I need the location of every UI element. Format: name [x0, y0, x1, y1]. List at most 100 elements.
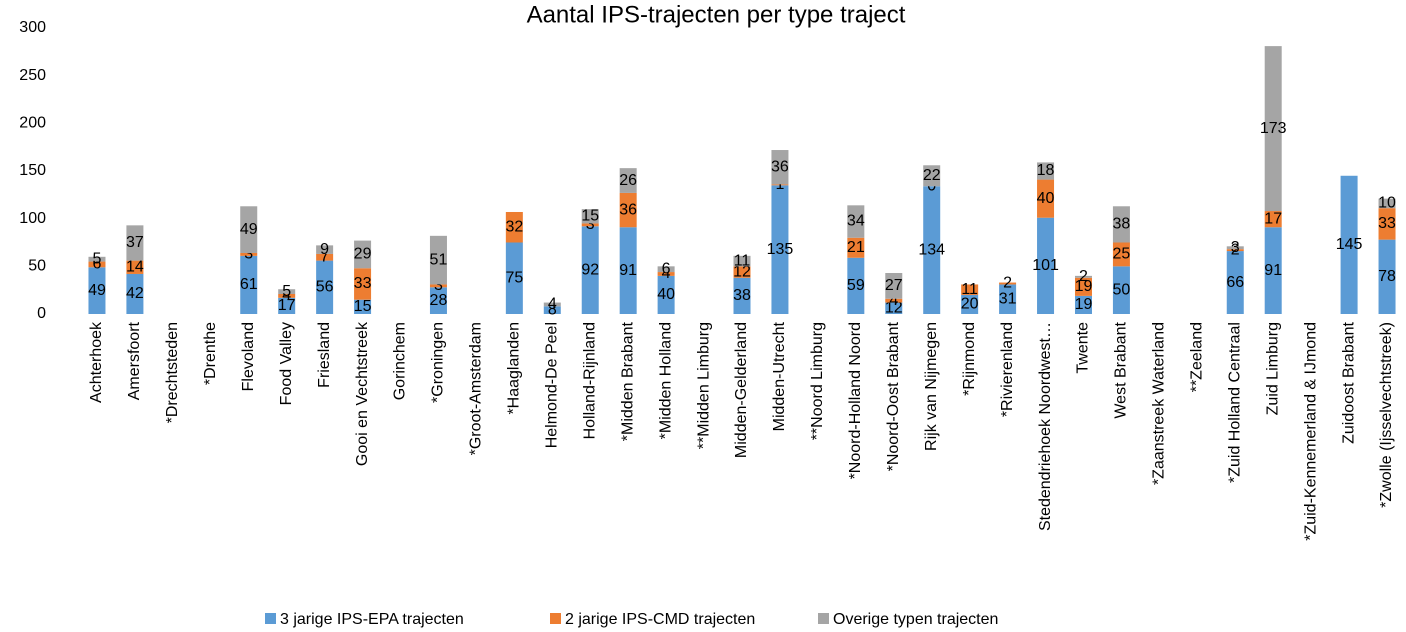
- bar-segment: [581, 226, 599, 314]
- bar-segment: [847, 205, 865, 238]
- bar-segment: [429, 235, 447, 285]
- bar-segment: [1378, 239, 1396, 314]
- bar-segment: [923, 165, 941, 187]
- x-tick-label: *Midden Brabant: [619, 321, 636, 441]
- data-label: 5: [282, 283, 291, 300]
- data-label: 20: [961, 296, 979, 313]
- bar-segment: [429, 284, 447, 288]
- data-label: 12: [733, 263, 751, 280]
- data-label: 8: [548, 301, 557, 318]
- bar-segment: [1226, 246, 1244, 250]
- data-label: 36: [619, 201, 637, 218]
- bar-segment: [1264, 46, 1282, 212]
- bar-segment: [1264, 211, 1282, 228]
- x-tick-label: Gooi en Vechtstreek: [354, 321, 371, 466]
- data-label: 4: [282, 287, 291, 304]
- data-label: 40: [1037, 190, 1055, 207]
- bar-segment: [885, 273, 903, 299]
- legend-swatch: [265, 613, 276, 624]
- bar-segment: [354, 268, 372, 300]
- bar-segment: [885, 302, 903, 314]
- bar-segment: [1378, 208, 1396, 240]
- x-tick-label: *Rivierenland: [999, 322, 1016, 417]
- data-label: 11: [961, 281, 978, 298]
- bar-segment: [88, 261, 106, 268]
- data-label: 27: [885, 277, 903, 294]
- x-tick-label: **Midden Limburg: [695, 322, 712, 449]
- data-label: 17: [1264, 210, 1282, 227]
- bar-segment: [847, 237, 865, 258]
- data-label: 66: [1226, 274, 1244, 291]
- data-label: 32: [505, 218, 523, 235]
- data-label: 2: [1079, 268, 1088, 285]
- bar-segment: [278, 289, 296, 294]
- data-label: 4: [662, 265, 671, 282]
- bar-segment: [733, 277, 751, 314]
- bar-segment: [923, 186, 941, 314]
- data-label: 2: [1003, 275, 1012, 292]
- x-tick-label: Midden-Utrecht: [771, 321, 788, 431]
- bar-segment: [961, 294, 979, 314]
- data-label: 38: [733, 287, 751, 304]
- data-label: 3: [586, 216, 595, 233]
- y-tick-label: 100: [19, 210, 46, 227]
- bar-segment: [240, 206, 258, 253]
- bar-segment: [657, 272, 675, 276]
- data-label: 11: [734, 252, 751, 269]
- x-tick-label: Holland-Rijnland: [581, 322, 598, 439]
- bar-segment: [1112, 242, 1130, 267]
- data-label: 19: [1075, 296, 1093, 313]
- legend-label: Overige typen trajecten: [833, 611, 998, 628]
- bar-segment: [619, 227, 637, 314]
- x-tick-label: *Zaanstreek Waterland: [1151, 322, 1168, 485]
- y-tick-label: 150: [19, 162, 46, 179]
- data-label: 51: [430, 251, 448, 268]
- data-label: 2: [1231, 241, 1240, 258]
- bar-segment: [885, 298, 903, 303]
- bar-segment: [771, 185, 789, 314]
- data-label: 22: [923, 167, 941, 184]
- legend-swatch: [818, 613, 829, 624]
- bar-segment: [278, 297, 296, 314]
- x-tick-label: Achterhoek: [88, 321, 105, 403]
- x-tick-label: Stedendriehoek Noordwest…: [1037, 322, 1054, 531]
- bar-segment: [999, 284, 1017, 314]
- data-label: 26: [619, 172, 637, 189]
- legend-swatch: [550, 613, 561, 624]
- bar-segment: [847, 257, 865, 314]
- bar-segment: [505, 211, 523, 243]
- bar-segment: [429, 287, 447, 314]
- data-label: 59: [847, 277, 865, 294]
- data-label: 3: [1231, 239, 1240, 256]
- data-label: 29: [354, 246, 372, 263]
- bar-segment: [1112, 206, 1130, 243]
- bar-segment: [1226, 251, 1244, 314]
- data-label: 6: [662, 260, 671, 277]
- legend-label: 3 jarige IPS-EPA trajecten: [280, 611, 464, 628]
- bar-segment: [1264, 227, 1282, 314]
- chart-title: Aantal IPS-trajecten per type traject: [527, 1, 906, 28]
- x-tick-label: *Haaglanden: [506, 322, 523, 415]
- bar-segment: [505, 242, 523, 314]
- x-tick-label: Amersfoort: [126, 321, 143, 400]
- y-tick-label: 50: [28, 258, 46, 275]
- data-label: 10: [1378, 195, 1396, 212]
- data-label: 33: [1378, 215, 1396, 232]
- bar-segment: [316, 260, 334, 314]
- x-tick-label: Twente: [1075, 322, 1092, 374]
- bar-segment: [771, 150, 789, 185]
- data-label: 14: [126, 259, 144, 276]
- x-tick-label: Helmond-De Peel: [544, 322, 561, 448]
- data-label: 4: [548, 296, 557, 313]
- x-tick-label: Zuid Limburg: [1264, 322, 1281, 415]
- x-tick-label: *Rijnmond: [961, 322, 978, 396]
- bar-segment: [733, 266, 751, 278]
- data-label: 3: [244, 246, 253, 263]
- bar-segment: [126, 225, 144, 261]
- bar-segment: [581, 209, 599, 224]
- x-tick-label: *Drechtsteden: [164, 322, 181, 423]
- data-label: 6: [93, 256, 102, 273]
- x-tick-label: Food Valley: [278, 322, 295, 405]
- data-label: 19: [1075, 278, 1093, 295]
- bar-segment: [733, 255, 751, 267]
